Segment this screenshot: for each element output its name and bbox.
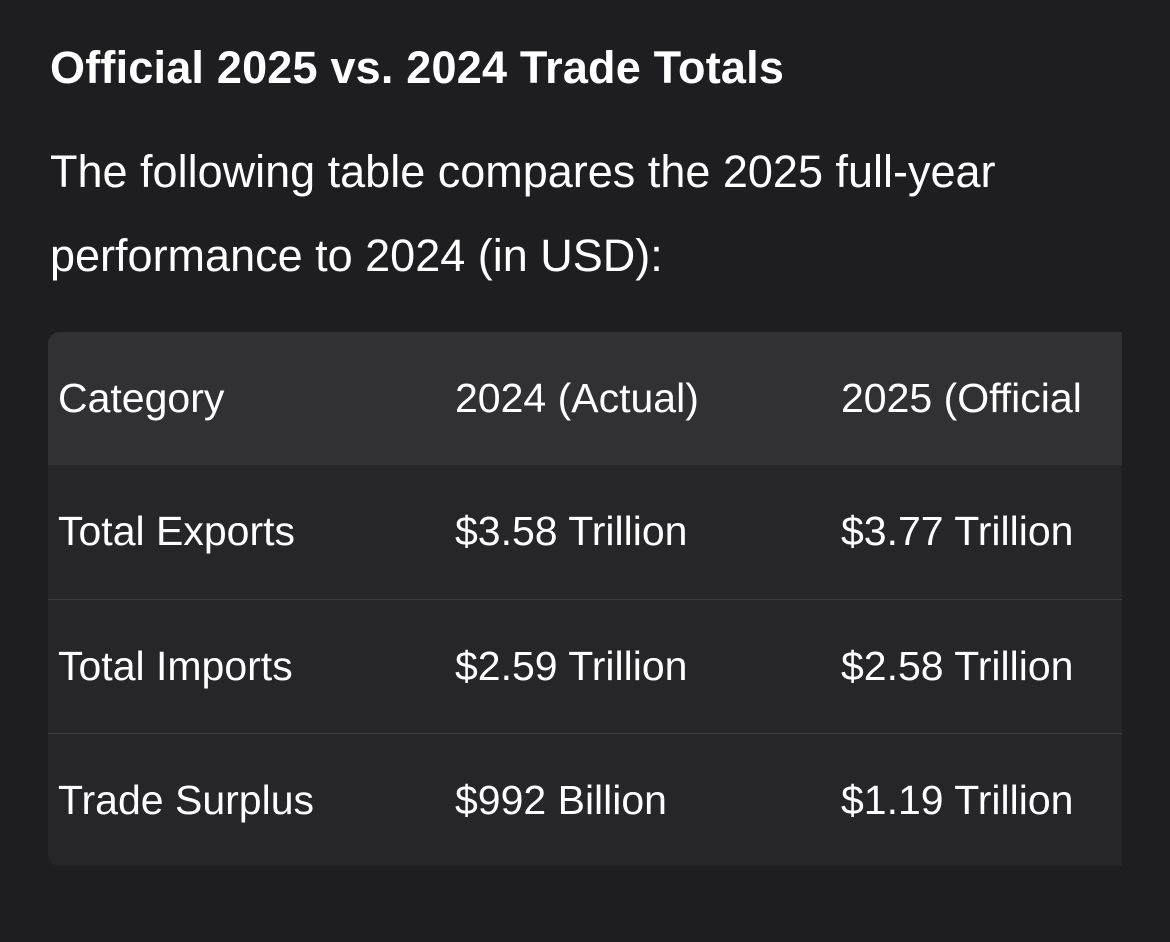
section-heading: Official 2025 vs. 2024 Trade Totals <box>50 42 785 93</box>
table-row: Total Exports $3.58 Trillion $3.77 Trill… <box>48 465 1122 599</box>
row-value-2024: $992 Billion <box>445 732 831 866</box>
table-scroll-container[interactable]: Category 2024 (Actual) 2025 (Official To… <box>48 332 1122 866</box>
row-value-2024: $2.59 Trillion <box>445 598 831 733</box>
row-value-2024: $3.58 Trillion <box>455 508 688 555</box>
row-category: Total Imports <box>48 598 445 733</box>
table-row: Trade Surplus $992 Billion $1.19 Trillio… <box>48 732 1122 866</box>
row-value-2025: $3.77 Trillion <box>841 508 1074 555</box>
row-value-2025: $2.58 Trillion <box>831 598 1122 733</box>
column-header-category: Category <box>58 375 225 421</box>
intro-paragraph: The following table compares the 2025 fu… <box>50 146 996 281</box>
trade-totals-table: Category 2024 (Actual) 2025 (Official To… <box>48 332 1122 866</box>
column-header-2025: 2025 (Official <box>841 375 1082 421</box>
row-category: Total Exports <box>58 508 295 555</box>
row-category: Trade Surplus <box>48 732 445 866</box>
table-header-row: Category 2024 (Actual) 2025 (Official <box>48 332 1122 465</box>
row-value-2025: $1.19 Trillion <box>831 732 1122 866</box>
table-row: Total Imports $2.59 Trillion $2.58 Trill… <box>48 598 1122 733</box>
column-header-2024: 2024 (Actual) <box>455 375 699 421</box>
